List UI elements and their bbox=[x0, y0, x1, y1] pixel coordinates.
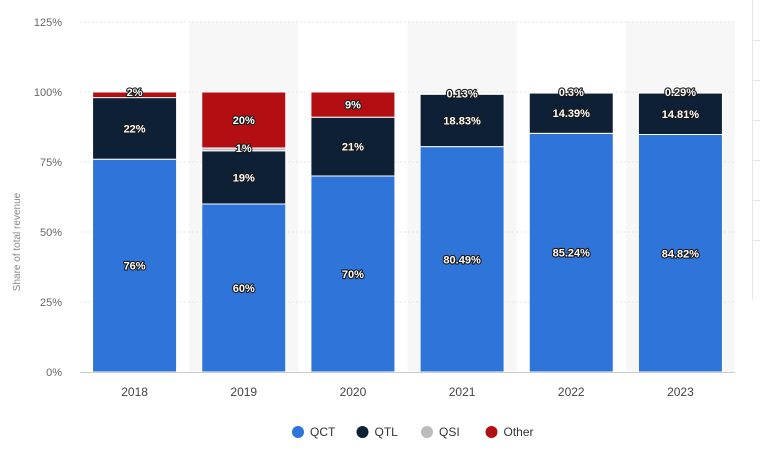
data-label-other-2019: 20% bbox=[233, 115, 255, 127]
data-label-qct-2020: 70% bbox=[342, 269, 364, 281]
gridlines bbox=[80, 21, 735, 303]
x-tick-label: 2019 bbox=[230, 385, 257, 399]
data-label-other-2020: 9% bbox=[345, 100, 361, 112]
bar-qct-2019[interactable] bbox=[201, 203, 287, 373]
bar-qtl-2019[interactable] bbox=[201, 150, 287, 205]
legend-label: Other bbox=[504, 425, 534, 439]
x-tick-label: 2023 bbox=[667, 385, 694, 399]
x-tick-label: 2018 bbox=[121, 385, 148, 399]
bar-qct-2023[interactable] bbox=[637, 134, 723, 373]
y-tick-label: 0% bbox=[46, 367, 62, 379]
x-tick-label: 2022 bbox=[558, 385, 585, 399]
x-tick-label: 2020 bbox=[340, 385, 367, 399]
bar-qct-2018[interactable] bbox=[92, 158, 178, 373]
data-label-qct-2019: 60% bbox=[233, 283, 255, 295]
bar-other-2019[interactable] bbox=[201, 91, 287, 149]
legend-swatch bbox=[485, 426, 498, 438]
legend-swatch bbox=[292, 426, 304, 438]
data-label-other-2018: 2% bbox=[127, 87, 143, 99]
data-label-qct-2018: 76% bbox=[124, 261, 146, 273]
bar-qsi-2023[interactable] bbox=[637, 91, 723, 94]
bar-other-2020[interactable] bbox=[310, 91, 396, 118]
data-label-qct-2023: 84.82% bbox=[662, 248, 700, 260]
data-label-qsi-2019: 1% bbox=[236, 143, 252, 155]
bar-qtl-2020[interactable] bbox=[310, 116, 396, 177]
legend-item-other[interactable]: Other bbox=[485, 425, 534, 439]
legend-swatch bbox=[421, 426, 433, 438]
side-panel-edge bbox=[752, 0, 760, 300]
bar-qtl-2023[interactable] bbox=[637, 92, 723, 136]
bar-qtl-2022[interactable] bbox=[528, 92, 614, 134]
data-label-qsi-2022: 0.3% bbox=[559, 87, 584, 99]
data-label-qtl-2020: 21% bbox=[342, 142, 364, 154]
y-tick-label: 75% bbox=[40, 157, 62, 169]
legend-label: QSI bbox=[439, 425, 460, 439]
x-axis-ticks: 2018 2019 2020 2021 2022 2023 bbox=[121, 385, 694, 399]
y-tick-label: 25% bbox=[40, 297, 62, 309]
bar-other-2018[interactable] bbox=[92, 91, 178, 99]
y-axis-title: Share of total revenue bbox=[12, 192, 23, 291]
bar-qct-2022[interactable] bbox=[528, 132, 614, 373]
bar-qct-2020[interactable] bbox=[310, 175, 396, 373]
data-label-qsi-2023: 0.29% bbox=[665, 87, 696, 99]
legend-label: QTL bbox=[375, 425, 399, 439]
y-axis-ticks: 0% 25% 50% 75% 100% 125% bbox=[34, 17, 62, 379]
data-label-qsi-2021: 0.13% bbox=[446, 89, 477, 101]
bar-qct-2021[interactable] bbox=[419, 146, 505, 373]
y-tick-label: 50% bbox=[40, 227, 62, 239]
x-tick-label: 2021 bbox=[449, 385, 476, 399]
y-tick-label: 100% bbox=[34, 87, 62, 99]
legend-swatch bbox=[356, 426, 369, 438]
legend[interactable]: QCT QTL QSI Other bbox=[292, 425, 534, 439]
y-tick-label: 125% bbox=[34, 17, 62, 29]
bar-qsi-2021[interactable] bbox=[419, 93, 505, 95]
data-label-qct-2022: 85.24% bbox=[553, 248, 591, 260]
legend-label: QCT bbox=[310, 425, 336, 439]
bar-qtl-2018[interactable] bbox=[92, 97, 178, 160]
legend-item-qsi[interactable]: QSI bbox=[421, 425, 460, 439]
data-label-qtl-2021: 18.83% bbox=[443, 115, 481, 127]
data-label-qtl-2022: 14.39% bbox=[553, 108, 591, 120]
legend-item-qtl[interactable]: QTL bbox=[356, 425, 399, 439]
data-label-qtl-2019: 19% bbox=[233, 172, 255, 184]
bar-qtl-2021[interactable] bbox=[419, 93, 505, 148]
data-label-qtl-2018: 22% bbox=[124, 123, 146, 135]
data-labels: 76% 22% 2% 60% 19% 1% 20% 70% 21% 9% 80.49% 18.83% 0… bbox=[122, 86, 700, 296]
bars[interactable] bbox=[92, 91, 723, 373]
data-label-qtl-2023: 14.81% bbox=[662, 109, 700, 121]
bar-qsi-2022[interactable] bbox=[528, 91, 614, 94]
data-label-qct-2021: 80.49% bbox=[443, 254, 481, 266]
legend-item-qct[interactable]: QCT bbox=[292, 425, 336, 439]
